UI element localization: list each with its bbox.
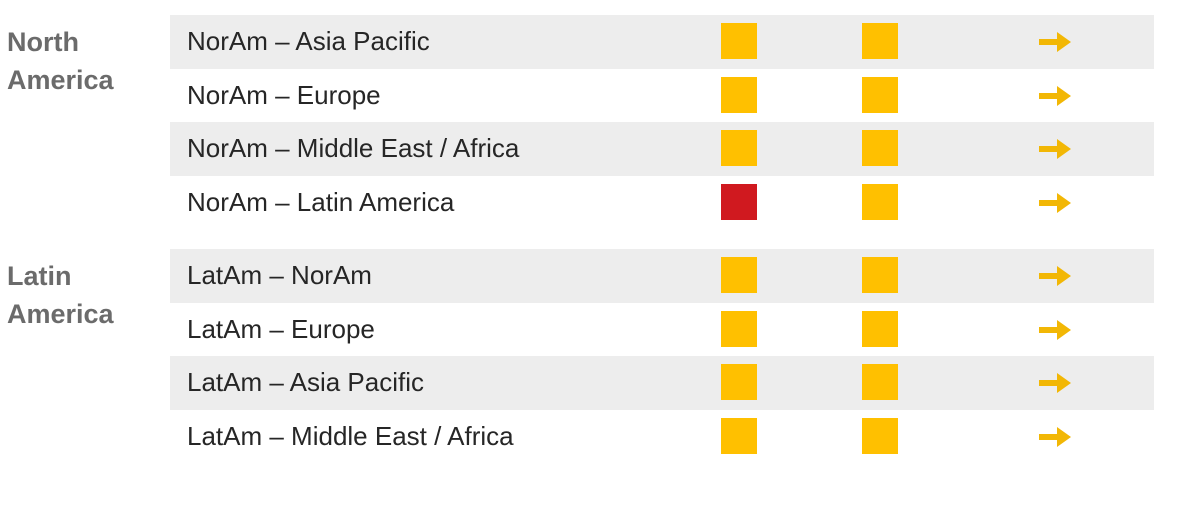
route-label: LatAm – Europe	[187, 313, 375, 344]
status-indicator	[721, 130, 757, 166]
arrow-shape	[1039, 373, 1071, 393]
region-label-cell: North America	[0, 15, 170, 229]
route-row: LatAm – Middle East / Africa	[170, 410, 1154, 464]
trend-arrow	[1039, 373, 1071, 393]
route-row: NorAm – Middle East / Africa	[170, 122, 1154, 176]
status-indicator	[721, 310, 757, 347]
route-rows: LatAm – NorAm LatAm – Europe LatAm – Asia …	[170, 249, 1154, 463]
status-indicator	[721, 364, 757, 400]
trend-arrow	[1039, 266, 1071, 286]
route-rows: NorAm – Asia Pacific NorAm – Europe NorAm …	[170, 15, 1154, 229]
route-row: NorAm – Asia Pacific	[170, 15, 1154, 69]
trend-arrow	[1039, 85, 1071, 106]
region-group: Latin America LatAm – NorAm LatAm – Europe…	[0, 249, 1180, 463]
route-label: LatAm – Asia Pacific	[187, 367, 424, 397]
status-indicator	[862, 130, 898, 166]
status-indicator	[721, 417, 757, 454]
arrow-shape	[1039, 32, 1071, 52]
status-indicator	[862, 257, 898, 293]
trend-arrow	[1039, 192, 1071, 213]
arrow-shape	[1039, 139, 1071, 159]
route-label: NorAm – Latin America	[187, 186, 455, 217]
arrow-shape	[1039, 319, 1071, 340]
route-label: NorAm – Middle East / Africa	[187, 133, 520, 163]
route-label: NorAm – Europe	[187, 79, 381, 110]
status-indicator	[721, 183, 757, 220]
status-indicator	[721, 257, 757, 293]
region-group: North America NorAm – Asia Pacific NorAm –…	[0, 15, 1180, 229]
trend-arrow	[1039, 426, 1071, 447]
arrow-shape	[1039, 426, 1071, 447]
route-row: NorAm – Latin America	[170, 176, 1154, 230]
route-label: NorAm – Asia Pacific	[187, 26, 430, 56]
status-indicator	[862, 364, 898, 400]
route-row: NorAm – Europe	[170, 69, 1154, 123]
region-label: North America	[7, 27, 114, 95]
status-indicator	[862, 417, 898, 454]
status-indicator	[862, 310, 898, 347]
arrow-shape	[1039, 85, 1071, 106]
status-indicator	[721, 23, 757, 59]
status-indicator	[862, 76, 898, 113]
route-row: LatAm – Europe	[170, 303, 1154, 357]
route-label: LatAm – NorAm	[187, 260, 372, 290]
status-indicator	[862, 23, 898, 59]
route-row: LatAm – NorAm	[170, 249, 1154, 303]
trend-arrow	[1039, 139, 1071, 159]
arrow-shape	[1039, 192, 1071, 213]
status-indicator	[862, 183, 898, 220]
route-label: LatAm – Middle East / Africa	[187, 420, 514, 451]
route-row: LatAm – Asia Pacific	[170, 356, 1154, 410]
region-label: Latin America	[7, 261, 114, 329]
trend-arrow	[1039, 319, 1071, 340]
region-label-cell: Latin America	[0, 249, 170, 463]
status-indicator	[721, 76, 757, 113]
trend-arrow	[1039, 32, 1071, 52]
arrow-shape	[1039, 266, 1071, 286]
